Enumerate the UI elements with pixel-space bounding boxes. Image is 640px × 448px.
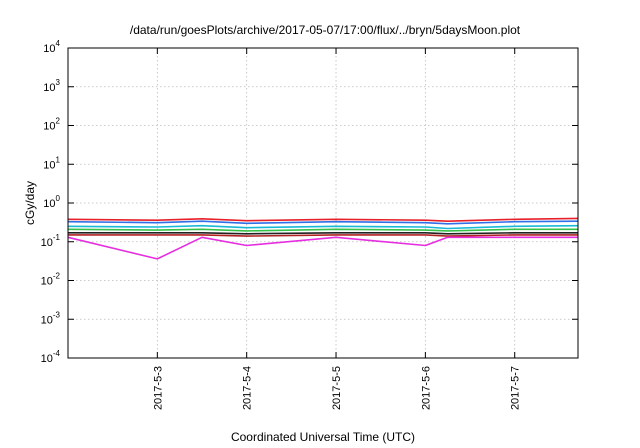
y-tick-label: 103 bbox=[43, 78, 60, 94]
series-line-2 bbox=[67, 220, 579, 225]
y-tick-label: 101 bbox=[43, 155, 60, 171]
y-axis: 10-4 10-3 10-2 10-1 100 101 102 103 104 bbox=[41, 39, 578, 365]
x-axis-label: Coordinated Universal Time (UTC) bbox=[231, 430, 415, 444]
x-tick-label: 2017-5-7 bbox=[510, 366, 522, 410]
series-line-1 bbox=[67, 217, 579, 222]
y-axis-label: cGy/day bbox=[23, 181, 37, 225]
series-line-7 bbox=[67, 236, 578, 260]
y-tick-label: 100 bbox=[43, 194, 60, 210]
series-line-4 bbox=[67, 228, 578, 232]
y-tick-label: 104 bbox=[43, 39, 60, 55]
y-tick-label: 10-3 bbox=[41, 310, 61, 326]
series-line-6 bbox=[68, 234, 578, 237]
grid bbox=[68, 48, 578, 358]
series-layer bbox=[67, 217, 579, 260]
y-tick-label: 10-2 bbox=[41, 272, 61, 288]
x-tick-label: 2017-5-5 bbox=[331, 366, 343, 410]
chart-title: /data/run/goesPlots/archive/2017-05-07/1… bbox=[130, 23, 521, 37]
y-tick-label: 10-4 bbox=[41, 349, 61, 365]
x-tick-label: 2017-5-4 bbox=[242, 366, 254, 410]
y-tick-label: 10-1 bbox=[41, 233, 61, 249]
y-tick-label: 102 bbox=[43, 117, 60, 133]
series-line-3 bbox=[67, 224, 579, 230]
x-tick-label: 2017-5-6 bbox=[420, 366, 432, 410]
series-line-5 bbox=[68, 232, 578, 235]
x-tick-label: 2017-5-3 bbox=[152, 366, 164, 410]
x-axis: 2017-5-3 2017-5-4 2017-5-5 2017-5-6 2017-5-7 bbox=[152, 48, 522, 410]
